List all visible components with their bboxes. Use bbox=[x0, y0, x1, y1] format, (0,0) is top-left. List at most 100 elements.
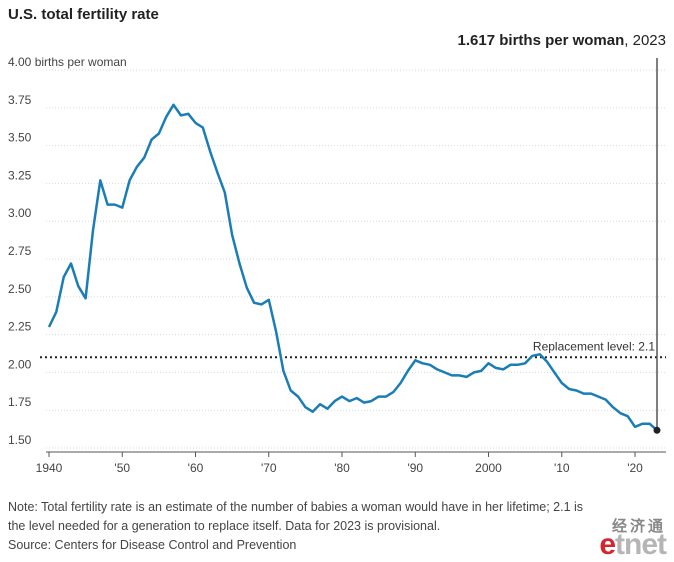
data-point bbox=[371, 400, 373, 402]
data-point bbox=[590, 393, 592, 395]
y-tick-label: 2.00 bbox=[8, 357, 32, 371]
y-tick-label: 1.50 bbox=[8, 433, 32, 447]
data-point bbox=[422, 363, 424, 365]
x-tick-label: '20 bbox=[627, 461, 643, 475]
x-tick-label: 1940 bbox=[36, 461, 63, 475]
series-line bbox=[47, 103, 658, 432]
data-point bbox=[268, 299, 270, 301]
data-point bbox=[290, 390, 292, 392]
data-point bbox=[121, 207, 123, 209]
data-point bbox=[224, 192, 226, 194]
data-point bbox=[605, 399, 607, 401]
data-point bbox=[466, 376, 468, 378]
data-point bbox=[327, 408, 329, 410]
note-line-2: the level needed for a generation to rep… bbox=[8, 519, 441, 533]
data-point bbox=[429, 364, 431, 366]
data-point bbox=[99, 180, 101, 182]
data-point bbox=[414, 360, 416, 362]
data-point bbox=[341, 396, 343, 398]
data-point bbox=[165, 116, 167, 118]
latest-point bbox=[653, 426, 661, 434]
latest-value-annotation: 1.617 births per woman, 2023 bbox=[458, 32, 666, 49]
data-point bbox=[239, 263, 241, 265]
data-point bbox=[180, 115, 182, 117]
y-tick-label: 3.50 bbox=[8, 131, 32, 145]
data-point bbox=[510, 364, 512, 366]
data-point bbox=[246, 287, 248, 289]
y-tick-label: 3.00 bbox=[8, 206, 32, 220]
data-point bbox=[554, 372, 556, 374]
data-point bbox=[502, 369, 504, 371]
data-point bbox=[231, 234, 233, 236]
data-point bbox=[546, 361, 548, 363]
data-point bbox=[634, 426, 636, 428]
data-point bbox=[649, 423, 651, 425]
data-point bbox=[158, 133, 160, 135]
logo-chinese: 经济通 bbox=[611, 518, 666, 535]
data-point bbox=[297, 396, 299, 398]
data-point bbox=[173, 104, 175, 106]
fertility-chart: 4.00 births per woman 3.75 3.50 3.25 3.00 2.7… bbox=[8, 55, 666, 475]
data-point bbox=[48, 326, 50, 328]
y-tick-label: 4.00 births per woman bbox=[8, 55, 127, 69]
data-point bbox=[195, 122, 197, 124]
x-axis: 1940 '50 '60 '70 '80 '90 2000 '10 '20 bbox=[36, 451, 666, 475]
data-point bbox=[261, 304, 263, 306]
data-point bbox=[598, 396, 600, 398]
data-point bbox=[488, 363, 490, 365]
data-point bbox=[642, 423, 644, 425]
data-point bbox=[305, 406, 307, 408]
data-point bbox=[217, 172, 219, 174]
data-point bbox=[363, 402, 365, 404]
data-point bbox=[209, 151, 211, 153]
data-point bbox=[436, 369, 438, 371]
data-point bbox=[136, 166, 138, 168]
x-tick-label: '90 bbox=[407, 461, 423, 475]
data-point bbox=[561, 382, 563, 384]
latest-value: 1.617 births per woman bbox=[457, 32, 625, 49]
x-tick-label: '10 bbox=[554, 461, 570, 475]
data-point bbox=[444, 372, 446, 374]
data-point bbox=[458, 375, 460, 377]
note-line-1: Note: Total fertility rate is an estimat… bbox=[8, 500, 584, 514]
y-tick-label: 2.50 bbox=[8, 282, 32, 296]
data-point bbox=[56, 311, 58, 313]
x-tick-label: '80 bbox=[334, 461, 350, 475]
data-point bbox=[517, 364, 519, 366]
data-point bbox=[143, 157, 145, 159]
note-block: Note: Total fertility rate is an estimat… bbox=[8, 498, 648, 555]
data-point bbox=[283, 370, 285, 372]
data-point bbox=[151, 139, 153, 141]
x-tick-label: 2000 bbox=[475, 461, 502, 475]
y-tick-label: 3.75 bbox=[8, 93, 32, 107]
data-point bbox=[253, 302, 255, 304]
y-axis-labels: 4.00 births per woman 3.75 3.50 3.25 3.00 2.7… bbox=[8, 55, 127, 447]
data-point bbox=[524, 363, 526, 365]
y-tick-label: 2.75 bbox=[8, 244, 32, 258]
x-tick-label: '70 bbox=[261, 461, 277, 475]
data-point bbox=[349, 400, 351, 402]
data-point bbox=[583, 393, 585, 395]
x-tick-label: '60 bbox=[188, 461, 204, 475]
replacement-label: Replacement level: 2.1 bbox=[533, 339, 655, 353]
data-point bbox=[92, 229, 94, 231]
gridlines bbox=[46, 69, 666, 449]
data-point bbox=[400, 382, 402, 384]
source-line: Source: Centers for Disease Control and … bbox=[8, 538, 297, 552]
y-tick-label: 2.25 bbox=[8, 320, 32, 334]
data-point bbox=[378, 396, 380, 398]
latest-marker bbox=[653, 58, 661, 434]
data-point bbox=[107, 204, 109, 206]
x-tick-label: '50 bbox=[114, 461, 130, 475]
logo-rest: tnet bbox=[615, 528, 667, 561]
data-point bbox=[312, 411, 314, 413]
replacement-level-line: Replacement level: 2.1 bbox=[40, 339, 666, 359]
latest-year: , 2023 bbox=[624, 32, 666, 49]
data-point bbox=[568, 388, 570, 390]
data-point bbox=[202, 127, 204, 129]
data-point bbox=[392, 391, 394, 393]
data-point bbox=[63, 276, 65, 278]
y-tick-label: 3.25 bbox=[8, 168, 32, 182]
chart-title: U.S. total fertility rate bbox=[8, 6, 159, 23]
data-point bbox=[473, 372, 475, 374]
